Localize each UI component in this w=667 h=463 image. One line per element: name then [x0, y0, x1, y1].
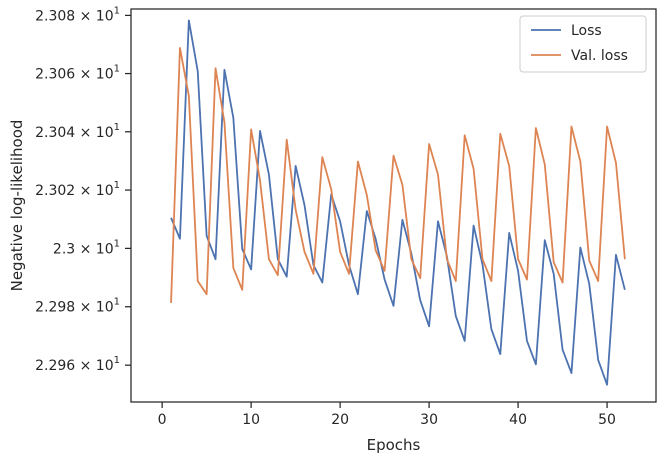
y-tick-label: 2.296 × 101	[35, 355, 120, 374]
x-axis-ticks: 0 10 20 30 40 50	[158, 402, 616, 428]
x-axis-title: Epochs	[367, 436, 421, 454]
y-axis-title: Negative log-likelihood	[8, 120, 26, 292]
x-tick-label: 0	[158, 412, 167, 428]
x-tick-label: 40	[509, 412, 527, 428]
y-tick-label: 2.308 × 101	[35, 5, 120, 24]
y-tick-label: 2.298 × 101	[35, 297, 120, 316]
y-axis-ticks: 2.296 × 101 2.298 × 101 2.3 × 101 2.302 × 1…	[35, 5, 131, 374]
x-tick-label: 30	[420, 412, 438, 428]
x-tick-label: 20	[331, 412, 349, 428]
y-tick-label: 2.302 × 101	[35, 180, 120, 199]
series-lines	[170, 19, 626, 386]
legend-label-loss: Loss	[571, 23, 602, 39]
series-line-loss	[170, 19, 626, 386]
y-tick-label: 2.304 × 101	[35, 122, 120, 141]
series-line-val-loss	[170, 47, 626, 303]
legend-label-val-loss: Val. loss	[571, 48, 628, 64]
legend: Loss Val. loss	[519, 15, 647, 73]
y-tick-label: 2.306 × 101	[35, 64, 120, 83]
x-tick-label: 10	[242, 412, 260, 428]
x-tick-label: 50	[598, 412, 616, 428]
y-tick-label: 2.3 × 101	[53, 238, 120, 257]
